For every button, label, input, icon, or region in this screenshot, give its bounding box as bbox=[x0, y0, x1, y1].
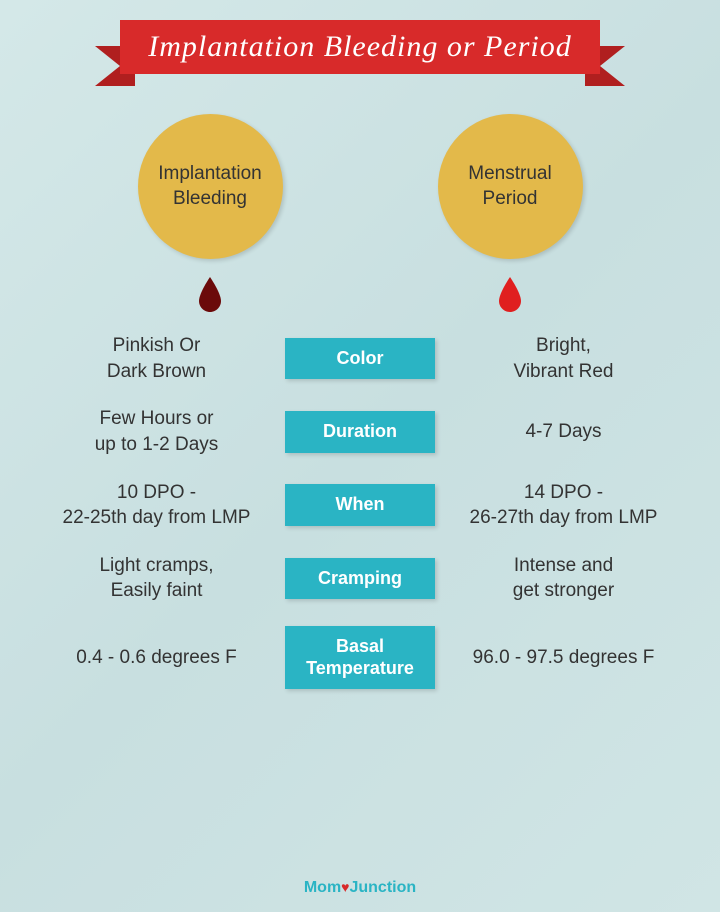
category-label: Cramping bbox=[285, 558, 435, 600]
right-value: Bright,Vibrant Red bbox=[435, 333, 680, 384]
right-drop-icon bbox=[438, 277, 583, 313]
left-value: Pinkish OrDark Brown bbox=[40, 333, 285, 384]
right-value: 4-7 Days bbox=[435, 419, 680, 445]
right-value: Intense andget stronger bbox=[435, 553, 680, 604]
left-value: 10 DPO -22-25th day from LMP bbox=[40, 480, 285, 531]
brand-right: Junction bbox=[349, 879, 416, 896]
left-header-label: ImplantationBleeding bbox=[158, 162, 262, 211]
comparison-row: 0.4 - 0.6 degrees FBasalTemperature96.0 … bbox=[40, 626, 680, 689]
comparison-row: Few Hours orup to 1-2 DaysDuration4-7 Da… bbox=[40, 406, 680, 457]
footer: Mom♥Junction bbox=[0, 879, 720, 897]
comparison-table: Pinkish OrDark BrownColorBright,Vibrant … bbox=[0, 333, 720, 689]
left-value: 0.4 - 0.6 degrees F bbox=[40, 645, 285, 671]
right-header-circle: MenstrualPeriod bbox=[438, 114, 583, 259]
title-banner: Implantation Bleeding or Period bbox=[120, 20, 600, 74]
brand-left: Mom bbox=[304, 879, 341, 896]
category-label: When bbox=[285, 484, 435, 526]
category-label: Color bbox=[285, 338, 435, 380]
left-header-circle: ImplantationBleeding bbox=[138, 114, 283, 259]
comparison-row: 10 DPO -22-25th day from LMPWhen14 DPO -… bbox=[40, 480, 680, 531]
category-label: BasalTemperature bbox=[285, 626, 435, 689]
right-header-label: MenstrualPeriod bbox=[468, 162, 551, 211]
left-drop-icon bbox=[138, 277, 283, 313]
comparison-row: Pinkish OrDark BrownColorBright,Vibrant … bbox=[40, 333, 680, 384]
page-title: Implantation Bleeding or Period bbox=[140, 30, 580, 64]
comparison-row: Light cramps,Easily faintCrampingIntense… bbox=[40, 553, 680, 604]
ribbon-shape: Implantation Bleeding or Period bbox=[120, 20, 600, 74]
drops-row bbox=[0, 277, 720, 313]
category-label: Duration bbox=[285, 411, 435, 453]
right-value: 96.0 - 97.5 degrees F bbox=[435, 645, 680, 671]
right-value: 14 DPO -26-27th day from LMP bbox=[435, 480, 680, 531]
left-value: Few Hours orup to 1-2 Days bbox=[40, 406, 285, 457]
left-value: Light cramps,Easily faint bbox=[40, 553, 285, 604]
headers-row: ImplantationBleeding MenstrualPeriod bbox=[0, 114, 720, 259]
